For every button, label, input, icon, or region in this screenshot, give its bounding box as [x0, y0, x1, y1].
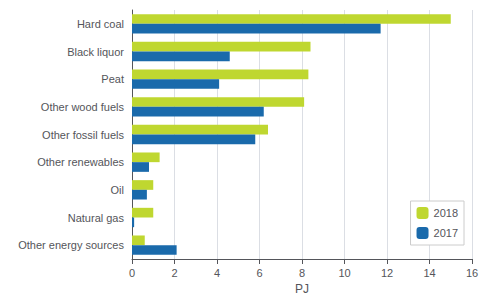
- svg-text:16: 16: [466, 267, 478, 279]
- svg-text:Other wood fuels: Other wood fuels: [41, 101, 125, 113]
- svg-text:12: 12: [381, 267, 393, 279]
- svg-text:Other energy sources: Other energy sources: [18, 239, 124, 251]
- svg-text:Natural gas: Natural gas: [68, 212, 125, 224]
- svg-text:2: 2: [171, 267, 177, 279]
- svg-text:Other fossil fuels: Other fossil fuels: [42, 129, 124, 141]
- svg-text:0: 0: [129, 267, 135, 279]
- svg-text:2018: 2018: [434, 207, 458, 219]
- svg-text:6: 6: [256, 267, 262, 279]
- svg-text:Peat: Peat: [101, 73, 124, 85]
- svg-text:14: 14: [423, 267, 435, 279]
- svg-text:Hard coal: Hard coal: [77, 18, 124, 30]
- svg-text:PJ: PJ: [295, 282, 309, 296]
- svg-text:2017: 2017: [434, 227, 458, 239]
- svg-text:4: 4: [214, 267, 220, 279]
- svg-text:8: 8: [299, 267, 305, 279]
- svg-text:Black liquor: Black liquor: [67, 46, 124, 58]
- svg-text:Oil: Oil: [111, 184, 124, 196]
- svg-text:Other renewables: Other renewables: [37, 156, 124, 168]
- svg-text:10: 10: [338, 267, 350, 279]
